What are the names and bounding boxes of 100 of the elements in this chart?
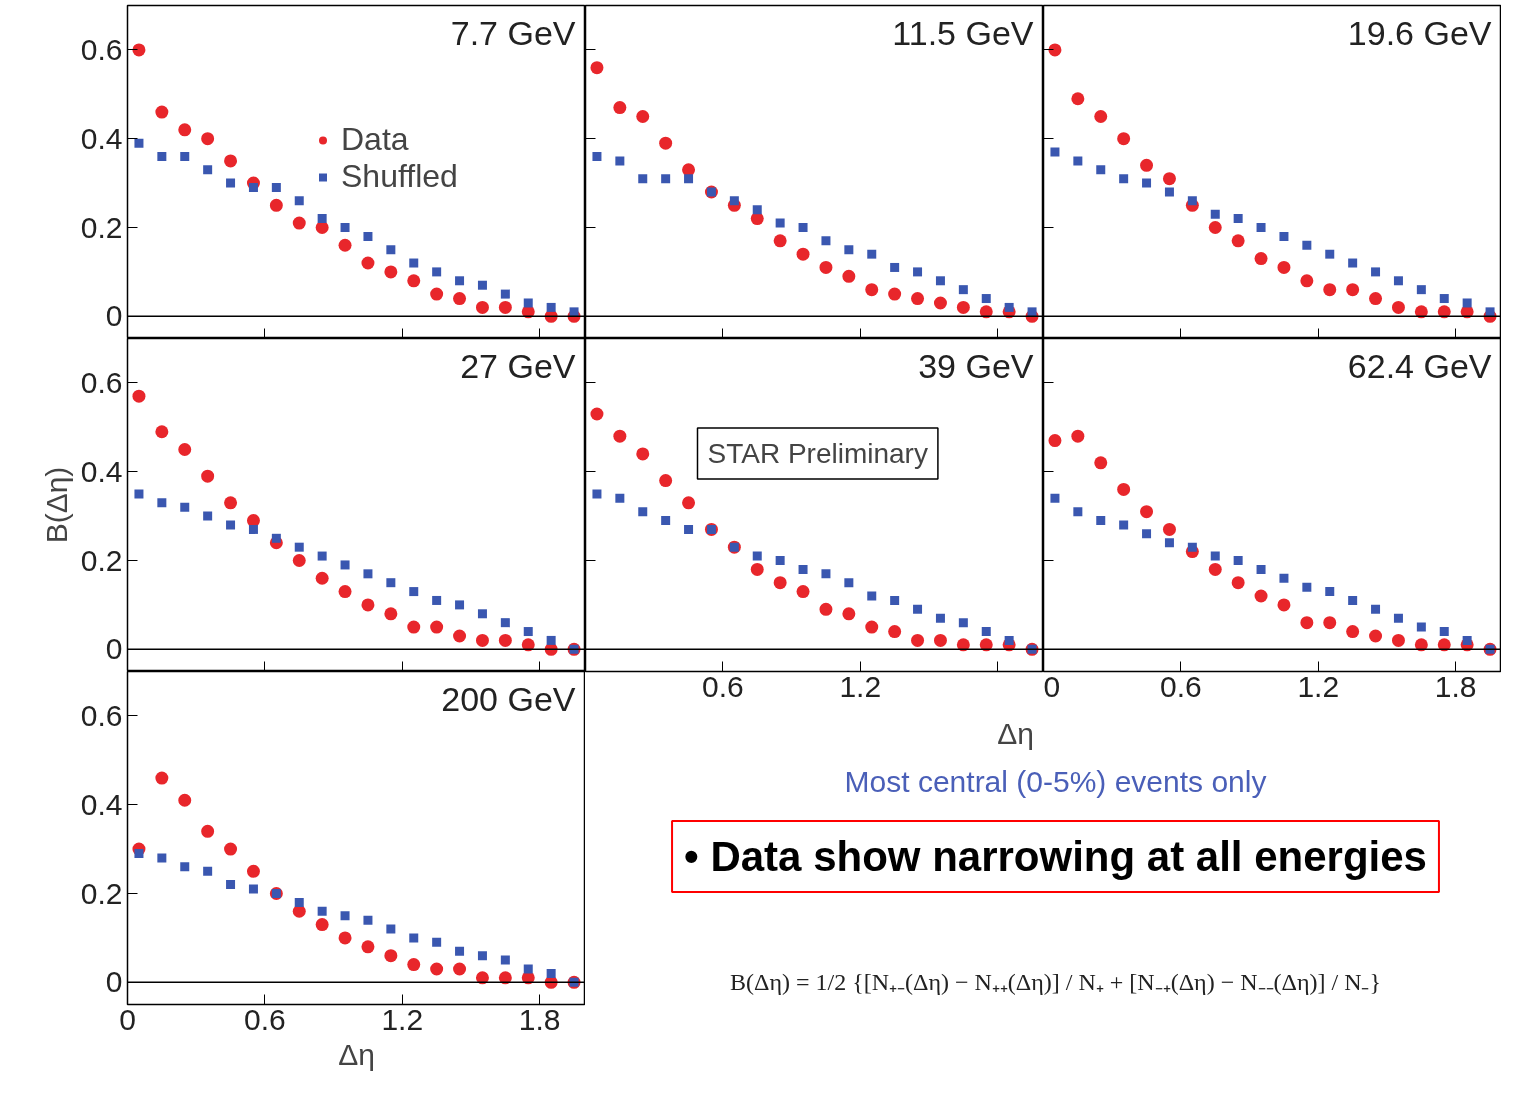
point xyxy=(661,174,671,184)
point xyxy=(523,627,533,637)
point xyxy=(1371,267,1381,277)
point xyxy=(338,931,352,945)
point xyxy=(1348,595,1358,605)
point xyxy=(523,298,533,308)
point xyxy=(477,609,487,619)
point xyxy=(134,489,144,499)
point xyxy=(958,618,968,628)
point xyxy=(1439,294,1449,304)
point xyxy=(226,178,236,188)
x-tick-label: 1.2 xyxy=(839,669,882,703)
point xyxy=(1140,505,1154,519)
point xyxy=(613,101,627,115)
point xyxy=(684,524,694,534)
x-tick-label: 1.2 xyxy=(381,1002,424,1036)
point xyxy=(315,918,329,932)
point xyxy=(1117,132,1131,146)
point xyxy=(592,489,602,499)
point xyxy=(661,516,671,526)
point xyxy=(340,560,350,570)
point xyxy=(913,267,923,277)
point xyxy=(1119,174,1129,184)
y-tick-label: 0.2 xyxy=(80,876,123,910)
point xyxy=(432,937,442,947)
point xyxy=(865,620,879,634)
point xyxy=(1071,429,1085,443)
point xyxy=(224,154,238,168)
y-tick-label: 0 xyxy=(105,299,123,333)
point xyxy=(842,607,856,621)
point xyxy=(224,496,238,510)
point xyxy=(1277,598,1291,612)
point xyxy=(1256,564,1266,574)
point xyxy=(1439,627,1449,637)
point xyxy=(911,633,925,647)
point xyxy=(178,443,192,456)
legend-label: Data xyxy=(341,121,409,158)
point xyxy=(1437,305,1451,319)
point xyxy=(752,205,762,215)
point xyxy=(155,105,169,119)
point xyxy=(180,151,190,161)
point xyxy=(888,287,902,301)
point xyxy=(1254,252,1268,266)
point xyxy=(981,294,991,304)
point xyxy=(203,511,213,521)
point xyxy=(1393,613,1403,623)
point xyxy=(201,469,215,483)
point xyxy=(271,533,281,543)
x-axis-title: Δη xyxy=(338,1037,375,1071)
point xyxy=(1004,302,1014,312)
point xyxy=(1231,234,1245,248)
point xyxy=(979,638,993,652)
point xyxy=(294,196,304,206)
point xyxy=(500,955,510,965)
x-tick-label: 0.6 xyxy=(244,1002,286,1036)
point xyxy=(1371,604,1381,614)
point xyxy=(386,245,396,255)
point xyxy=(821,569,831,579)
point xyxy=(226,520,236,530)
point xyxy=(638,174,648,184)
point xyxy=(1323,283,1337,297)
point xyxy=(659,136,673,150)
point xyxy=(386,578,396,588)
point xyxy=(1096,165,1106,175)
point xyxy=(1325,249,1335,259)
point xyxy=(203,866,213,876)
point xyxy=(933,296,947,310)
point xyxy=(1187,196,1197,206)
point xyxy=(340,223,350,232)
point xyxy=(409,258,419,268)
point xyxy=(1164,538,1174,548)
point xyxy=(407,274,421,288)
point xyxy=(430,287,444,301)
chart-title: 39 GeV xyxy=(918,346,1034,385)
point xyxy=(1414,305,1428,319)
point xyxy=(224,842,238,856)
point xyxy=(498,300,512,314)
x-tick-label: 1.8 xyxy=(1434,669,1477,703)
y-tick-label: 0.6 xyxy=(80,32,123,66)
point xyxy=(430,962,444,976)
point xyxy=(819,602,833,616)
text: • Data show narrowing at all energies xyxy=(684,833,1427,880)
point xyxy=(180,862,190,872)
point xyxy=(338,585,352,599)
point xyxy=(294,542,304,552)
point xyxy=(1369,629,1383,643)
point xyxy=(819,260,833,274)
point xyxy=(1048,43,1062,57)
point xyxy=(477,280,487,290)
point xyxy=(1254,589,1268,603)
point xyxy=(1348,258,1358,268)
point xyxy=(798,564,808,574)
point xyxy=(842,269,856,283)
point xyxy=(1369,292,1383,306)
point xyxy=(1164,187,1174,197)
point xyxy=(294,897,304,907)
point xyxy=(1004,635,1014,645)
point xyxy=(248,524,258,534)
point xyxy=(867,249,877,259)
point xyxy=(1391,633,1405,647)
